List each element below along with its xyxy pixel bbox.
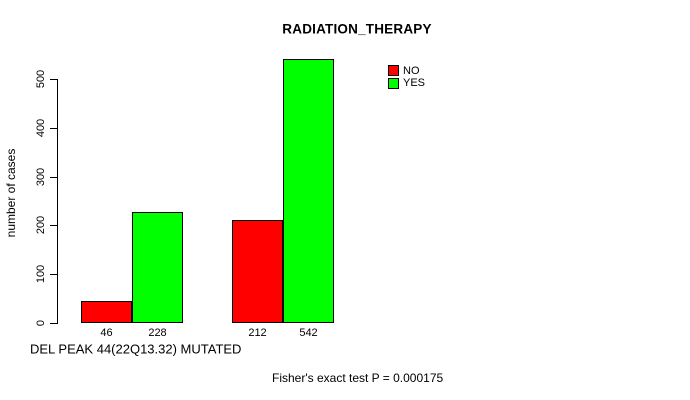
- y-axis-line: [57, 79, 58, 324]
- x-axis-label: DEL PEAK 44(22Q13.32) MUTATED: [30, 341, 242, 357]
- bar-no-group2: [232, 220, 283, 323]
- y-tick-mark: [50, 323, 57, 324]
- y-tick-mark: [50, 177, 57, 178]
- bar-no-group1: [81, 301, 132, 323]
- legend-label-no: NO: [403, 64, 420, 77]
- y-tick-label: 300: [35, 167, 47, 187]
- y-tick-label: 0: [35, 319, 47, 327]
- bar-value-label: 542: [299, 327, 318, 339]
- y-axis-label: number of cases: [4, 148, 18, 238]
- bar-yes-group2: [283, 59, 334, 323]
- y-tick-label: 500: [35, 69, 47, 89]
- fisher-test-annotation: Fisher's exact test P = 0.000175: [272, 371, 444, 385]
- y-tick-mark: [50, 274, 57, 275]
- legend-swatch-no: [388, 65, 399, 76]
- y-tick-label: 100: [35, 264, 47, 284]
- legend-swatch-yes: [388, 77, 399, 89]
- y-tick-label: 400: [35, 118, 47, 138]
- y-tick-label: 200: [35, 215, 47, 235]
- y-tick-mark: [50, 79, 57, 80]
- bar-value-label: 46: [100, 327, 113, 339]
- bar-value-label: 228: [148, 327, 167, 339]
- y-tick-mark: [50, 128, 57, 129]
- bar-value-label: 212: [248, 327, 267, 339]
- bar-yes-group1: [132, 212, 183, 323]
- chart-title: RADIATION_THERAPY: [282, 21, 432, 37]
- y-tick-mark: [50, 225, 57, 226]
- legend-label-yes: YES: [403, 77, 426, 89]
